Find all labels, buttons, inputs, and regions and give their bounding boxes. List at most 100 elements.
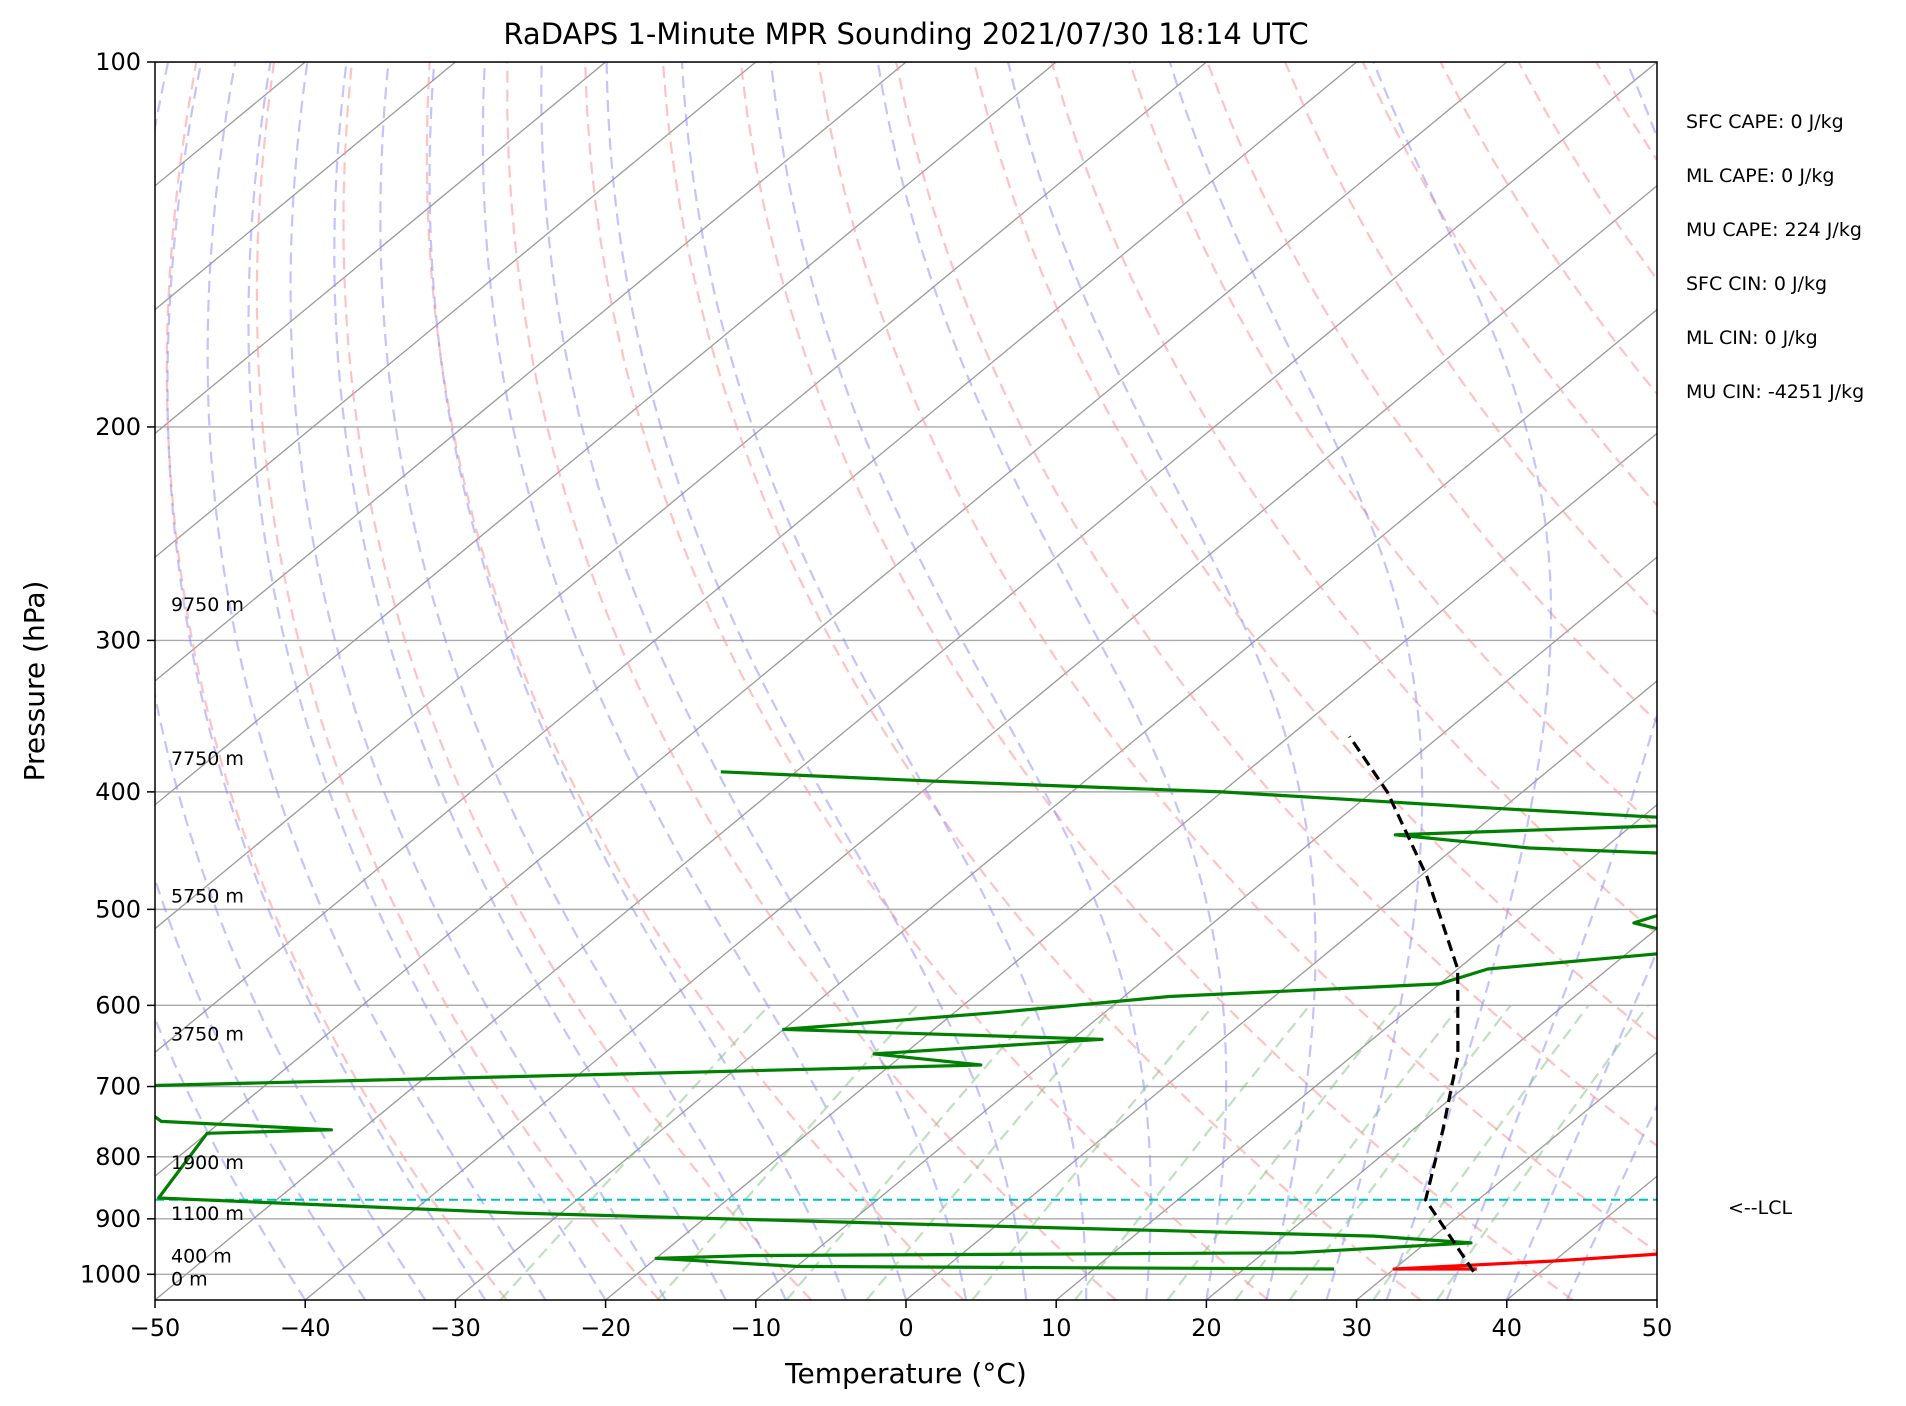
isotherm-line: [1205, 927, 1657, 1300]
y-tick-label: 200: [95, 413, 141, 441]
moist-adiabat-line: [166, 62, 487, 1300]
isotherm-line: [155, 62, 607, 435]
moist-adiabat-line: [289, 62, 667, 1300]
stat-label: MU CIN: -4251 J/kg: [1686, 381, 1864, 403]
dry-adiabat-line: [255, 62, 660, 1300]
dry-adiabat-line: [425, 62, 965, 1300]
isotherm-line: [1356, 1051, 1657, 1300]
chart-title: RaDAPS 1-Minute MPR Sounding 2021/07/30 …: [503, 17, 1308, 51]
x-tick-label: 10: [1041, 1314, 1072, 1342]
y-axis-label: Pressure (hPa): [18, 581, 51, 782]
moist-adiabat-line: [155, 875, 367, 1300]
dry-adiabat-line: [165, 62, 508, 1300]
x-tick-label: −10: [730, 1314, 781, 1342]
lcl-group: <--LCL: [1728, 1197, 1792, 1219]
y-axis-ticks: 100 200 300 400 500 600 700 800 900 1000: [80, 48, 155, 1288]
isotherm-line: [155, 62, 757, 559]
isotherm-line: [155, 62, 1207, 930]
moist-adiabat-line: [379, 62, 787, 1300]
moist-adiabat-line: [428, 62, 847, 1300]
isotherm-line: [155, 62, 1508, 1178]
x-tick-label: −50: [130, 1314, 181, 1342]
moist-adiabat-line: [680, 62, 1088, 1300]
isotherm-line: [1055, 803, 1657, 1300]
isotherm-line: [905, 680, 1657, 1300]
mixing-ratio-line: [1166, 1004, 1398, 1300]
moist-adiabat-line: [1505, 948, 1657, 1300]
x-tick-label: 20: [1191, 1314, 1222, 1342]
dry-adiabat-line: [1284, 62, 1657, 616]
x-axis-label: Temperature (°C): [784, 1357, 1027, 1390]
mixing-ratio-line: [785, 1004, 1040, 1300]
series-layer: [155, 735, 1657, 1273]
x-axis-ticks: −50 −40 −30 −20 −10 0 10 20 30 40 50: [130, 1300, 1673, 1342]
height-label: 0 m: [171, 1269, 208, 1291]
isotherm-line: [155, 62, 907, 682]
height-label: 400 m: [171, 1246, 232, 1268]
dry-adiabat-line: [817, 62, 1657, 1254]
stat-label: SFC CIN: 0 J/kg: [1686, 273, 1827, 295]
isotherm-line: [155, 62, 1657, 1300]
stat-label: ML CIN: 0 J/kg: [1686, 327, 1818, 349]
mixing-ratio-line: [971, 1004, 1215, 1300]
x-tick-label: −30: [430, 1314, 481, 1342]
moist-adiabat-line: [333, 62, 727, 1300]
y-tick-label: 100: [95, 48, 141, 76]
x-tick-label: −20: [580, 1314, 631, 1342]
parcel-line: [1348, 735, 1475, 1273]
mixing-ratio-line: [1074, 1004, 1311, 1300]
y-tick-label: 600: [95, 991, 141, 1019]
y-tick-label: 1000: [80, 1260, 141, 1288]
moist-adiabat-line: [206, 62, 547, 1300]
stats-block: SFC CAPE: 0 J/kg ML CAPE: 0 J/kg MU CAPE: …: [1686, 111, 1864, 403]
y-tick-label: 500: [95, 895, 141, 923]
mixing-ratio-line: [1436, 1004, 1649, 1300]
isotherm-line: [605, 432, 1657, 1300]
y-tick-label: 800: [95, 1143, 141, 1171]
dry-adiabat-line: [661, 62, 1422, 1300]
moist-adiabat-line: [605, 62, 1028, 1300]
dry-adiabat-line: [739, 62, 1574, 1300]
isotherm-line: [304, 184, 1657, 1300]
y-tick-label: 700: [95, 1073, 141, 1101]
moist-adiabat-line: [540, 62, 968, 1300]
isotherm-line: [454, 308, 1657, 1300]
mixing-ratio-line: [1234, 1004, 1461, 1300]
height-label: 3750 m: [171, 1024, 244, 1046]
x-tick-label: 40: [1492, 1314, 1523, 1342]
isotherm-line: [155, 62, 1057, 806]
height-label: 7750 m: [171, 748, 244, 770]
y-tick-label: 400: [95, 778, 141, 806]
moist-adiabat-line: [155, 62, 427, 1300]
x-tick-label: 50: [1642, 1314, 1673, 1342]
mixing-ratio-line: [499, 1004, 770, 1300]
isotherm-line: [155, 62, 1358, 1054]
mixing-ratio-line: [1288, 1004, 1512, 1300]
dry-adiabat-line: [895, 62, 1657, 1148]
moist-adiabat-line: [769, 62, 1152, 1300]
moist-adiabat-line: [1372, 62, 1553, 1300]
moist-adiabat-line: [481, 62, 908, 1300]
stat-label: SFC CAPE: 0 J/kg: [1686, 111, 1844, 133]
dry-adiabat-line: [506, 62, 1117, 1300]
height-label: 9750 m: [171, 594, 244, 616]
moist-adiabat-line: [876, 62, 1228, 1300]
height-label: 1900 m: [171, 1152, 244, 1174]
height-labels: 9750 m 7750 m 5750 m 3750 m 1900 m 1100 m 400 …: [171, 594, 244, 1290]
y-tick-label: 300: [95, 626, 141, 654]
moist-adiabat-line: [155, 1015, 307, 1300]
height-label: 5750 m: [171, 885, 244, 907]
grid-layer: [155, 62, 1657, 1300]
mixing-ratio-line: [1372, 1004, 1590, 1300]
moist-adiabat-line: [1168, 62, 1424, 1300]
stat-label: MU CAPE: 224 J/kg: [1686, 219, 1862, 241]
y-tick-label: 900: [95, 1205, 141, 1233]
x-tick-label: 30: [1341, 1314, 1372, 1342]
stat-label: ML CAPE: 0 J/kg: [1686, 165, 1834, 187]
isotherm-line: [155, 62, 456, 311]
lcl-label: <--LCL: [1728, 1197, 1792, 1219]
x-tick-label: −40: [280, 1314, 331, 1342]
x-tick-label: 0: [898, 1314, 913, 1342]
